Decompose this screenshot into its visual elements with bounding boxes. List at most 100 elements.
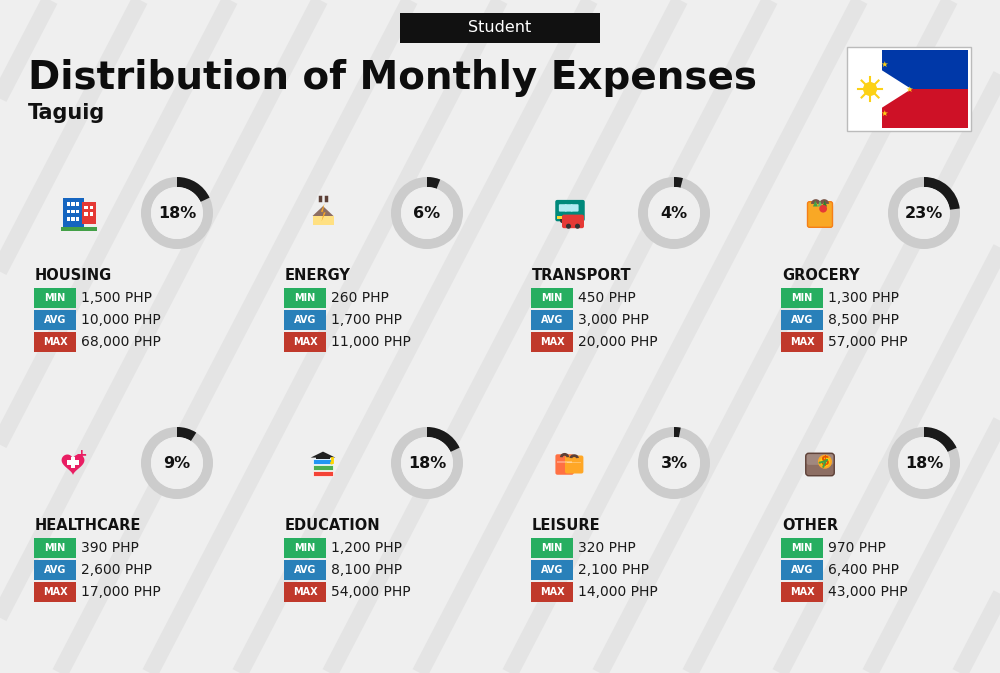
Text: 20,000 PHP: 20,000 PHP: [578, 335, 658, 349]
FancyBboxPatch shape: [284, 560, 326, 580]
FancyBboxPatch shape: [284, 310, 326, 330]
Text: 970 PHP: 970 PHP: [828, 541, 886, 555]
FancyBboxPatch shape: [882, 50, 968, 89]
Wedge shape: [924, 177, 960, 210]
Text: HOUSING: HOUSING: [35, 267, 112, 283]
Polygon shape: [311, 452, 335, 458]
Wedge shape: [888, 177, 960, 249]
Text: 18%: 18%: [408, 456, 446, 470]
FancyBboxPatch shape: [531, 332, 573, 352]
Text: Student: Student: [468, 20, 532, 36]
FancyBboxPatch shape: [565, 456, 583, 474]
FancyBboxPatch shape: [84, 212, 88, 216]
Circle shape: [401, 187, 453, 239]
Text: AVG: AVG: [541, 315, 563, 325]
FancyBboxPatch shape: [531, 582, 573, 602]
Text: 450 PHP: 450 PHP: [578, 291, 636, 305]
Wedge shape: [177, 177, 210, 202]
FancyBboxPatch shape: [60, 227, 97, 231]
Text: +: +: [76, 448, 87, 462]
FancyBboxPatch shape: [562, 215, 584, 228]
Text: MIN: MIN: [791, 543, 813, 553]
Text: ★: ★: [905, 85, 913, 94]
FancyBboxPatch shape: [531, 288, 573, 308]
FancyBboxPatch shape: [313, 465, 333, 470]
FancyBboxPatch shape: [34, 288, 76, 308]
Polygon shape: [312, 206, 334, 216]
FancyBboxPatch shape: [567, 462, 581, 464]
Text: 23%: 23%: [905, 205, 943, 221]
FancyBboxPatch shape: [284, 332, 326, 352]
Text: 6%: 6%: [413, 205, 441, 221]
Text: AVG: AVG: [44, 565, 66, 575]
Text: MAX: MAX: [43, 337, 67, 347]
FancyBboxPatch shape: [67, 210, 70, 213]
Wedge shape: [638, 177, 710, 249]
Text: MIN: MIN: [294, 293, 316, 303]
Text: 320 PHP: 320 PHP: [578, 541, 636, 555]
FancyBboxPatch shape: [847, 47, 971, 131]
Text: MAX: MAX: [293, 337, 317, 347]
Circle shape: [566, 223, 571, 229]
Wedge shape: [427, 177, 440, 189]
Text: ENERGY: ENERGY: [285, 267, 351, 283]
FancyBboxPatch shape: [781, 288, 823, 308]
Circle shape: [151, 187, 203, 239]
FancyBboxPatch shape: [34, 582, 76, 602]
FancyBboxPatch shape: [781, 582, 823, 602]
FancyBboxPatch shape: [316, 455, 330, 458]
Text: AVG: AVG: [44, 315, 66, 325]
FancyBboxPatch shape: [71, 457, 75, 468]
Text: MIN: MIN: [294, 543, 316, 553]
FancyBboxPatch shape: [781, 310, 823, 330]
FancyBboxPatch shape: [76, 217, 79, 221]
Text: MAX: MAX: [293, 587, 317, 597]
Text: MIN: MIN: [541, 293, 563, 303]
FancyBboxPatch shape: [71, 210, 75, 213]
FancyBboxPatch shape: [71, 217, 75, 221]
Text: MIN: MIN: [791, 293, 813, 303]
FancyBboxPatch shape: [559, 204, 567, 211]
Text: 10,000 PHP: 10,000 PHP: [81, 313, 161, 327]
FancyBboxPatch shape: [284, 582, 326, 602]
Text: OTHER: OTHER: [782, 518, 838, 532]
Text: ★: ★: [880, 110, 888, 118]
Text: MAX: MAX: [540, 587, 564, 597]
Circle shape: [330, 462, 333, 464]
FancyBboxPatch shape: [400, 13, 600, 43]
Text: AVG: AVG: [294, 315, 316, 325]
Text: 11,000 PHP: 11,000 PHP: [331, 335, 411, 349]
FancyBboxPatch shape: [557, 461, 572, 463]
Wedge shape: [638, 427, 710, 499]
Text: MAX: MAX: [540, 337, 564, 347]
FancyBboxPatch shape: [808, 202, 832, 227]
Text: 6,400 PHP: 6,400 PHP: [828, 563, 899, 577]
Wedge shape: [924, 427, 957, 452]
FancyBboxPatch shape: [34, 560, 76, 580]
FancyBboxPatch shape: [62, 198, 84, 228]
Circle shape: [898, 187, 950, 239]
FancyBboxPatch shape: [76, 210, 79, 213]
Text: 260 PHP: 260 PHP: [331, 291, 389, 305]
FancyBboxPatch shape: [34, 332, 76, 352]
Circle shape: [898, 437, 950, 489]
Text: 1,500 PHP: 1,500 PHP: [81, 291, 152, 305]
FancyBboxPatch shape: [531, 560, 573, 580]
Text: $: $: [821, 455, 829, 468]
FancyBboxPatch shape: [312, 216, 334, 225]
FancyBboxPatch shape: [781, 332, 823, 352]
Circle shape: [560, 217, 566, 223]
Wedge shape: [674, 427, 681, 437]
FancyBboxPatch shape: [71, 202, 75, 206]
Text: 3%: 3%: [660, 456, 688, 470]
Polygon shape: [62, 454, 84, 475]
FancyBboxPatch shape: [90, 206, 93, 209]
Wedge shape: [141, 427, 213, 499]
Circle shape: [574, 217, 580, 223]
Wedge shape: [391, 177, 463, 249]
FancyBboxPatch shape: [565, 204, 573, 211]
Text: Taguig: Taguig: [28, 103, 105, 123]
Text: 8,500 PHP: 8,500 PHP: [828, 313, 899, 327]
Circle shape: [863, 82, 877, 96]
Circle shape: [575, 223, 580, 229]
